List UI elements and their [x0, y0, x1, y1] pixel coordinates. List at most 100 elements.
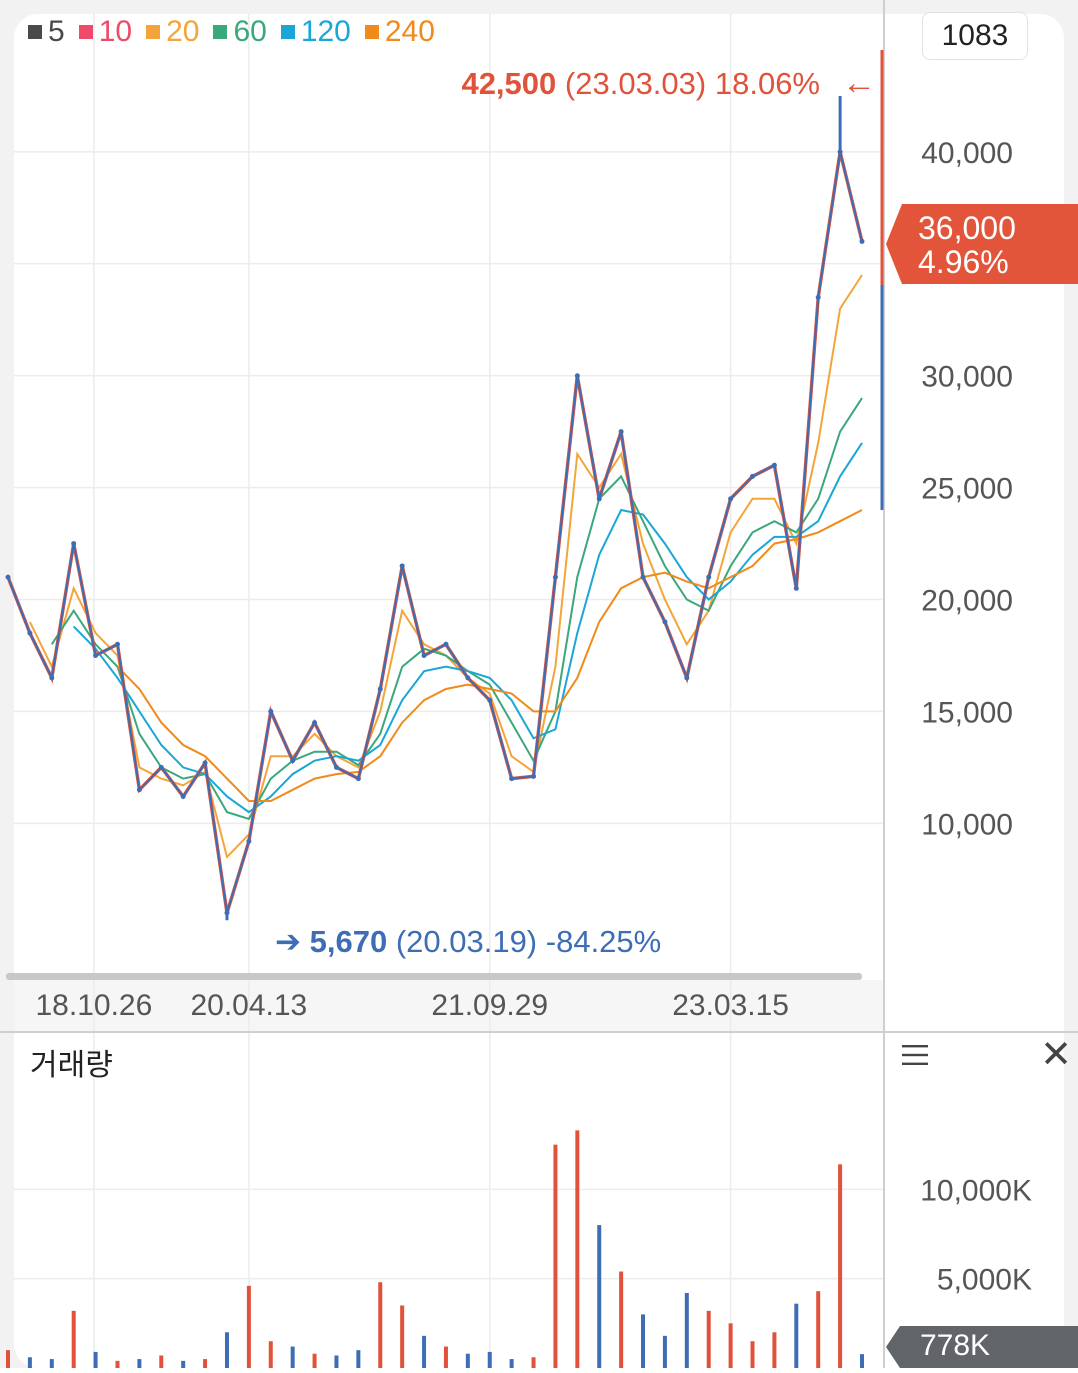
price-point	[290, 758, 296, 764]
volume-bar	[356, 1350, 361, 1368]
volume-bar	[268, 1341, 273, 1368]
current-volume-tag: 778K	[886, 1326, 1078, 1368]
time-tick-label: 20.04.13	[190, 989, 307, 1022]
volume-bar	[443, 1346, 448, 1368]
legend-label: 120	[300, 15, 351, 48]
ma-legend[interactable]: 5 10 20 60 120 240	[28, 12, 435, 52]
current-price-tag: 36,000 4.96%	[886, 204, 1078, 284]
volume-bar	[575, 1130, 580, 1368]
volume-bar	[27, 1357, 32, 1368]
price-point	[750, 473, 756, 479]
volume-bar	[706, 1310, 711, 1368]
volume-bar	[203, 1359, 208, 1368]
price-point	[487, 697, 493, 703]
legend-swatch	[280, 25, 295, 39]
price-point	[355, 776, 361, 782]
legend-swatch	[364, 25, 379, 39]
ma-240-line	[116, 509, 863, 802]
arrow-right-icon: ➔	[275, 924, 301, 959]
price-point	[684, 675, 690, 681]
low-annotation: ➔ 5,670 (20.03.19) -84.25%	[275, 924, 661, 960]
price-point	[706, 574, 712, 580]
x-axis-band	[14, 980, 884, 1032]
volume-bar	[750, 1341, 755, 1368]
volume-bar	[312, 1353, 317, 1368]
high-annotation: 42,500 (23.03.03) 18.06%	[461, 66, 820, 102]
volume-bar	[619, 1271, 624, 1368]
low-pct: -84.25%	[545, 924, 662, 959]
price-tick-label: 40,000	[921, 137, 1013, 170]
volume-bar	[71, 1310, 76, 1368]
price-point	[27, 630, 33, 636]
volume-bar	[49, 1359, 54, 1368]
legend-item-20[interactable]: 20	[146, 15, 199, 49]
volume-bar	[246, 1285, 251, 1368]
volume-bar	[509, 1359, 514, 1368]
price-point	[246, 838, 252, 844]
volume-bar	[641, 1314, 646, 1368]
volume-bar	[290, 1346, 295, 1368]
volume-bar	[860, 1354, 864, 1368]
scroll-bar[interactable]	[6, 973, 862, 980]
price-point	[136, 787, 142, 793]
price-point	[509, 776, 515, 782]
price-point	[268, 708, 274, 714]
volume-bar	[334, 1355, 339, 1368]
price-point	[443, 641, 449, 647]
price-tick-label: 10,000	[921, 808, 1013, 841]
price-tick-label: 15,000	[921, 696, 1013, 729]
legend-item-10[interactable]: 10	[78, 15, 132, 49]
price-lines	[5, 95, 865, 921]
hamburger-icon[interactable]	[900, 1040, 930, 1070]
high-pct: 18.06%	[714, 66, 820, 101]
legend-label: 5	[48, 15, 65, 48]
high-date: (23.03.03)	[564, 66, 707, 101]
legend-swatch	[213, 25, 228, 39]
price-point	[552, 574, 558, 580]
price-point	[596, 496, 602, 502]
price-line	[7, 151, 863, 914]
volume-bar	[159, 1355, 164, 1368]
close-icon[interactable]: ✕	[1040, 1034, 1072, 1076]
price-point	[5, 574, 11, 580]
legend-item-60[interactable]: 60	[213, 15, 267, 49]
volume-bar	[662, 1335, 667, 1368]
legend-swatch	[146, 25, 161, 39]
price-point	[728, 496, 734, 502]
time-tick-label: 23.03.15	[672, 989, 789, 1022]
low-value: 5,670	[309, 924, 388, 959]
volume-bar	[181, 1360, 186, 1368]
volume-bar	[400, 1305, 405, 1368]
price-point	[158, 764, 164, 770]
price-point	[771, 462, 777, 468]
candle-count-box[interactable]: 1083	[922, 12, 1028, 60]
price-point	[180, 793, 186, 799]
volume-bar	[816, 1291, 821, 1368]
volume-bar	[772, 1332, 777, 1368]
legend-item-5[interactable]: 5	[28, 15, 65, 49]
current-volume: 778K	[920, 1329, 991, 1362]
price-point	[399, 563, 405, 569]
low-date: (20.03.19)	[395, 924, 538, 959]
volume-bar	[115, 1360, 120, 1368]
price-point	[312, 720, 318, 726]
price-point	[202, 760, 208, 766]
price-point	[618, 429, 624, 435]
legend-item-120[interactable]: 120	[280, 15, 351, 49]
legend-item-240[interactable]: 240	[364, 15, 435, 49]
price-point	[377, 686, 383, 692]
price-point	[662, 619, 668, 625]
price-point	[114, 641, 120, 647]
volume-bar	[597, 1225, 602, 1368]
candle-count: 1083	[941, 19, 1009, 52]
arrow-left-icon: ←	[842, 64, 876, 102]
price-point	[859, 238, 865, 244]
price-point	[93, 652, 99, 658]
volume-bar	[137, 1359, 142, 1368]
volume-bar	[728, 1323, 733, 1368]
volume-tick-label: 10,000K	[920, 1174, 1032, 1207]
price-point	[574, 373, 580, 379]
volume-bar	[6, 1350, 10, 1368]
